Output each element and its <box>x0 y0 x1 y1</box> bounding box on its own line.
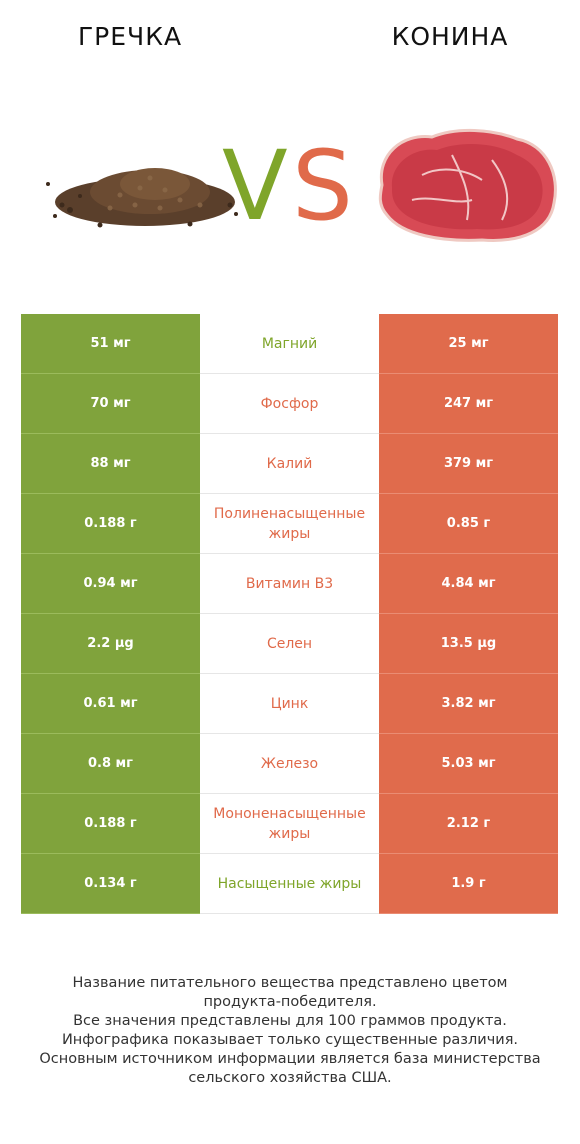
row-divider-left <box>21 913 200 914</box>
row-divider-left <box>21 613 200 614</box>
nutrient-name-cell: Селен <box>200 614 379 673</box>
left-product-title: ГРЕЧКА <box>77 22 183 51</box>
right-value-cell: 379 мг <box>379 434 558 493</box>
row-divider-left <box>21 793 200 794</box>
row-divider <box>21 853 558 854</box>
left-value-cell: 2.2 µg <box>21 614 200 673</box>
right-value-cell: 4.84 мг <box>379 554 558 613</box>
table-row: 0.134 г Насыщенные жиры 1.9 г <box>21 854 558 914</box>
row-divider-right <box>379 913 558 914</box>
footer-line: продукта-победителя. <box>203 994 377 1010</box>
right-value-cell: 25 мг <box>379 314 558 373</box>
table-row: 0.61 мг Цинк 3.82 мг <box>21 674 558 734</box>
table-row: 2.2 µg Селен 13.5 µg <box>21 614 558 674</box>
right-value-cell: 0.85 г <box>379 494 558 553</box>
nutrient-name-cell: Насыщенные жиры <box>200 854 379 913</box>
footer-line: Инфографика показывает только существенн… <box>61 1032 519 1048</box>
row-divider-left <box>21 433 200 434</box>
row-divider-right <box>379 553 558 554</box>
row-divider-left <box>21 373 200 374</box>
right-value-cell: 13.5 µg <box>379 614 558 673</box>
row-divider-left <box>21 673 200 674</box>
nutrient-name-cell: Железо <box>200 734 379 793</box>
row-divider-right <box>379 493 558 494</box>
right-value-cell: 1.9 г <box>379 854 558 913</box>
footer-line: Основным источником информации является … <box>39 1051 541 1067</box>
right-value-cell: 3.82 мг <box>379 674 558 733</box>
footer-line: Все значения представлены для 100 граммо… <box>73 1013 507 1029</box>
nutrient-name-cell: Мононенасыщенные жиры <box>200 794 379 853</box>
row-divider-right <box>379 733 558 734</box>
left-value-cell: 0.61 мг <box>21 674 200 733</box>
nutrient-name-cell: Фосфор <box>200 374 379 433</box>
row-divider-right <box>379 793 558 794</box>
row-divider-right <box>379 673 558 674</box>
right-value-cell: 247 мг <box>379 374 558 433</box>
footer-line: сельского хозяйства США. <box>188 1070 392 1086</box>
table-row: 51 мг Магний 25 мг <box>21 314 558 374</box>
row-divider-left <box>21 553 200 554</box>
left-value-cell: 0.188 г <box>21 794 200 853</box>
comparison-table: 51 мг Магний 25 мг 70 мг Фосфор 247 мг 88 мг Ка… <box>21 314 558 914</box>
row-divider <box>21 493 558 494</box>
left-value-cell: 0.134 г <box>21 854 200 913</box>
nutrient-name-cell: Магний <box>200 314 379 373</box>
nutrient-name-cell: Цинк <box>200 674 379 733</box>
nutrient-name-cell: Калий <box>200 434 379 493</box>
footer-notes: Название питательного вещества представл… <box>20 974 560 1088</box>
row-divider <box>21 913 558 914</box>
row-divider <box>21 433 558 434</box>
row-divider-left <box>21 853 200 854</box>
nutrient-name-cell: Полиненасыщенные жиры <box>200 494 379 553</box>
nutrient-name-cell: Витамин B3 <box>200 554 379 613</box>
row-divider <box>21 553 558 554</box>
table-row: 0.188 г Мононенасыщенные жиры 2.12 г <box>21 794 558 854</box>
table-row: 88 мг Калий 379 мг <box>21 434 558 494</box>
left-value-cell: 88 мг <box>21 434 200 493</box>
footer-line: Название питательного вещества представл… <box>72 975 508 991</box>
left-value-cell: 0.94 мг <box>21 554 200 613</box>
row-divider-left <box>21 733 200 734</box>
table-row: 0.188 г Полиненасыщенные жиры 0.85 г <box>21 494 558 554</box>
vs-letter-s: S <box>292 130 353 242</box>
row-divider-right <box>379 613 558 614</box>
row-divider <box>21 733 558 734</box>
left-value-cell: 51 мг <box>21 314 200 373</box>
left-value-cell: 0.188 г <box>21 494 200 553</box>
right-value-cell: 2.12 г <box>379 794 558 853</box>
row-divider <box>21 613 558 614</box>
right-value-cell: 5.03 мг <box>379 734 558 793</box>
left-value-cell: 70 мг <box>21 374 200 433</box>
row-divider-right <box>379 853 558 854</box>
row-divider <box>21 793 558 794</box>
left-value-cell: 0.8 мг <box>21 734 200 793</box>
vs-letter-v: V <box>222 130 288 242</box>
row-divider-left <box>21 493 200 494</box>
right-product-title: КОНИНА <box>391 22 509 51</box>
row-divider <box>21 673 558 674</box>
buckwheat-image <box>46 168 238 228</box>
row-divider-right <box>379 433 558 434</box>
table-row: 0.8 мг Железо 5.03 мг <box>21 734 558 794</box>
horse-meat-image <box>378 129 557 242</box>
table-row: 0.94 мг Витамин B3 4.84 мг <box>21 554 558 614</box>
row-divider-right <box>379 373 558 374</box>
table-row: 70 мг Фосфор 247 мг <box>21 374 558 434</box>
row-divider <box>21 373 558 374</box>
